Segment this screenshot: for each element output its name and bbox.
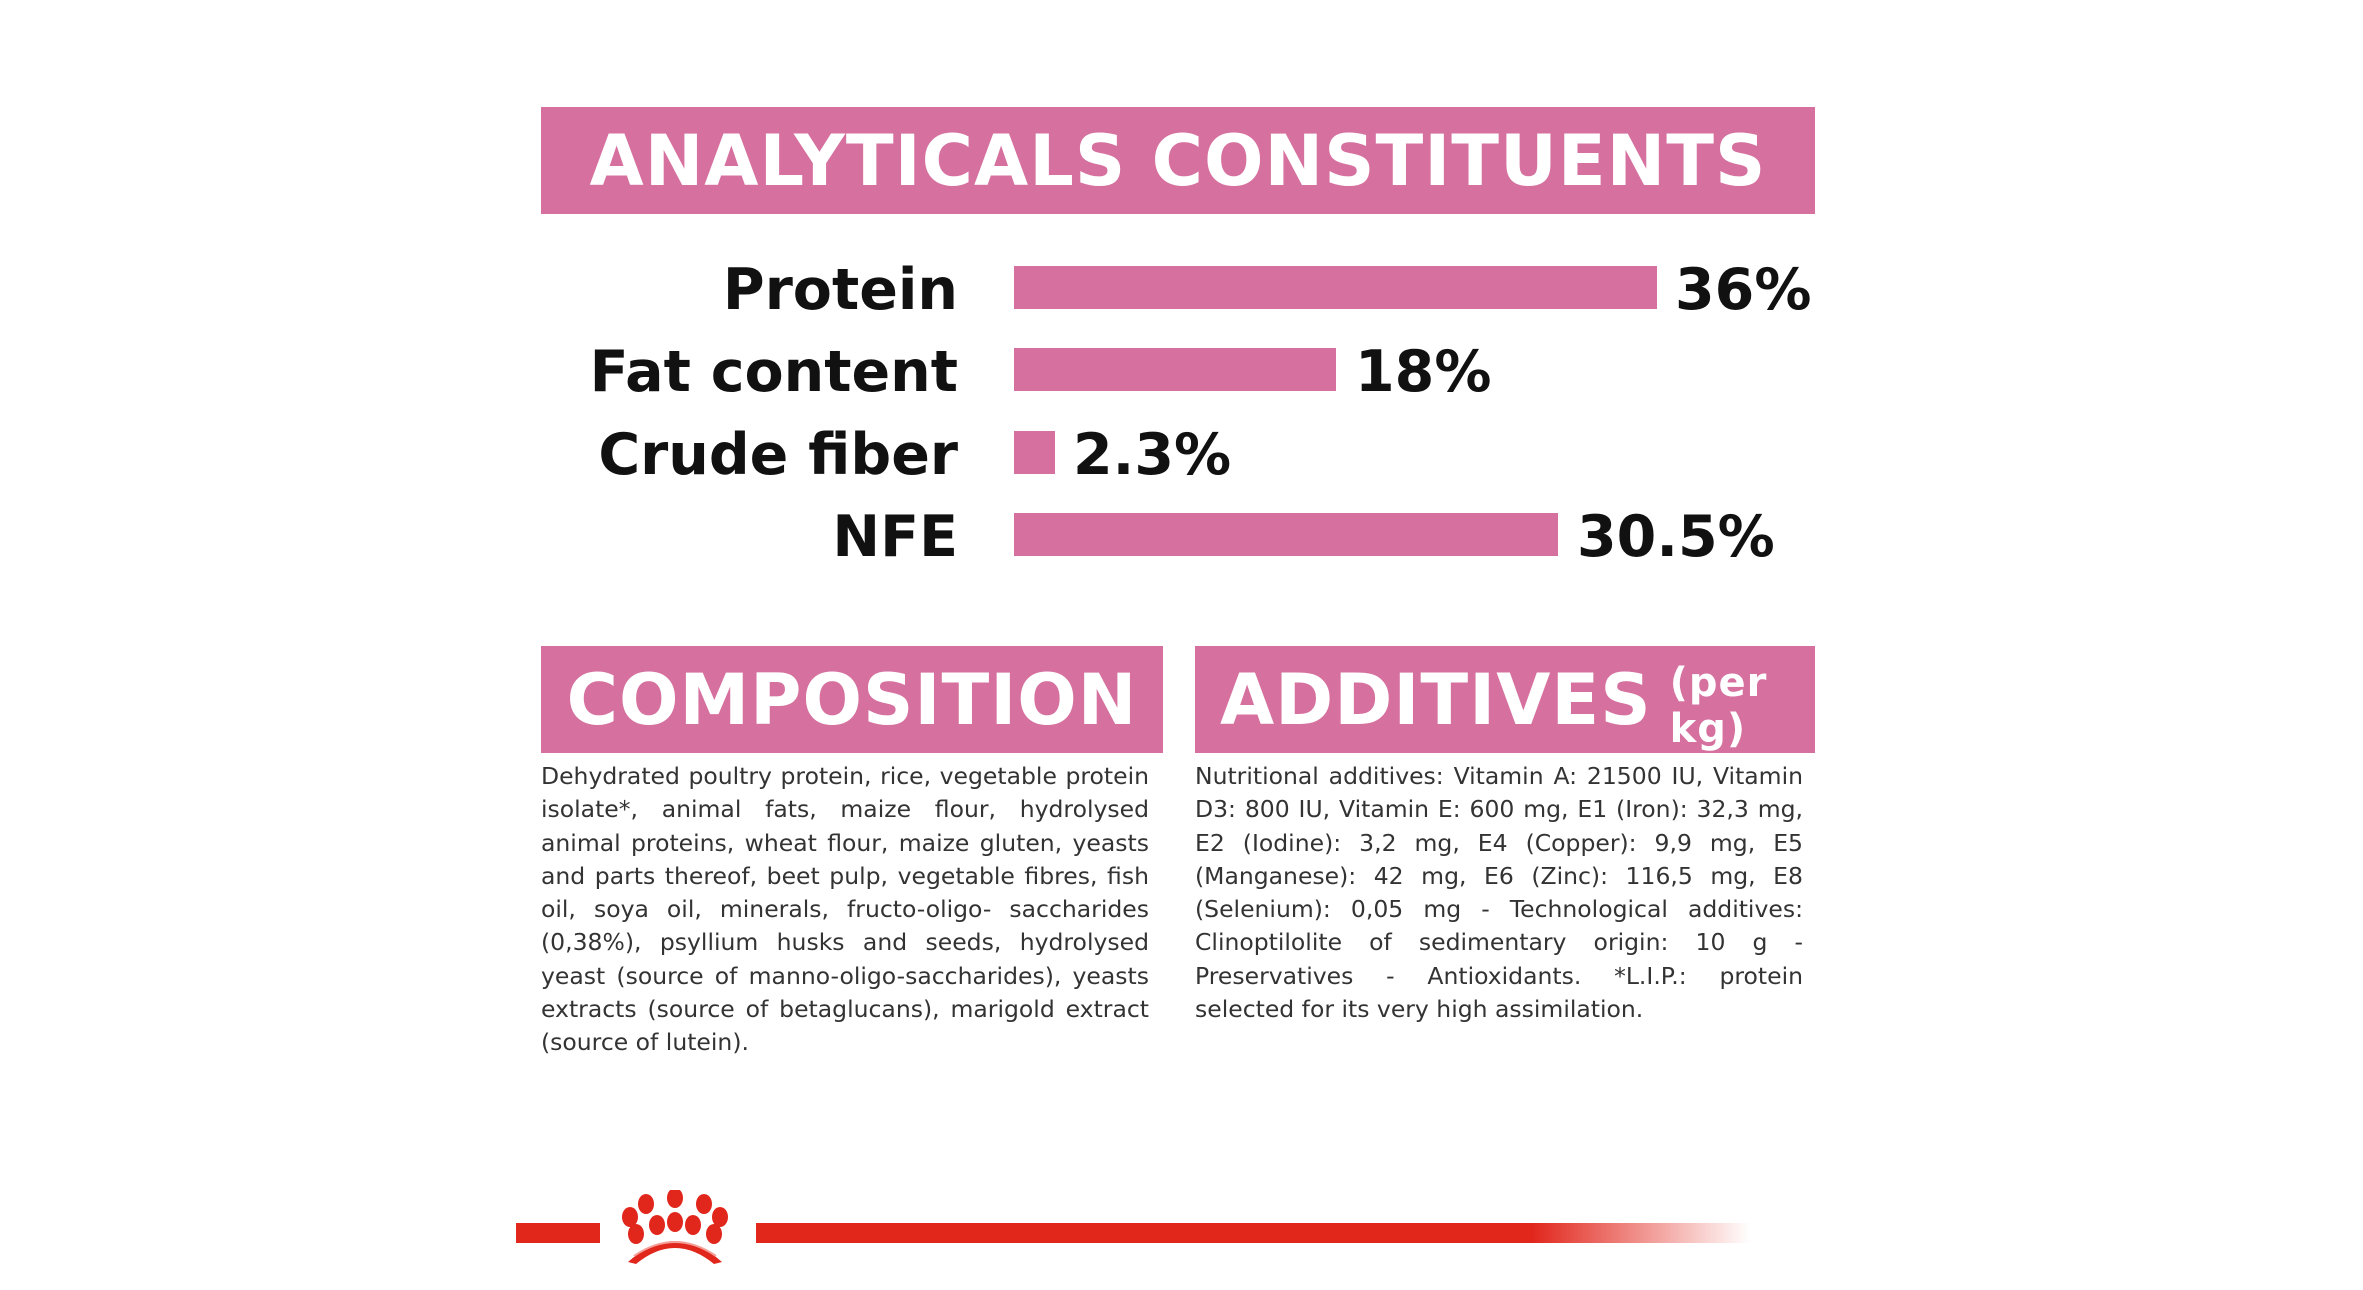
value-label: 36%	[1675, 257, 1812, 323]
crown-logo-icon	[600, 1188, 750, 1270]
additives-title-banner: ADDITIVES (per kg)	[1195, 646, 1815, 753]
additives-subtitle: (per kg)	[1669, 659, 1768, 752]
analytics-title-banner: ANALYTICALS CONSTITUENTS	[541, 107, 1815, 214]
additives-title: ADDITIVES	[1220, 658, 1652, 741]
footer-red-bar-right	[756, 1223, 1750, 1243]
bar-fat-content	[1014, 348, 1336, 391]
row-label: Fat content	[589, 339, 958, 405]
bar-protein	[1014, 266, 1657, 309]
row-label: NFE	[832, 504, 958, 570]
analytics-title: ANALYTICALS CONSTITUENTS	[589, 119, 1767, 202]
additives-text: Nutritional additives: Vitamin A: 21500 …	[1195, 762, 1803, 1024]
composition-title: COMPOSITION	[566, 658, 1138, 741]
footer-red-bar-left	[516, 1223, 600, 1243]
bar-nfe	[1014, 513, 1558, 556]
value-label: 30.5%	[1577, 504, 1775, 570]
composition-title-banner: COMPOSITION	[541, 646, 1163, 753]
bar-crude-fiber	[1014, 431, 1055, 474]
value-label: 2.3%	[1073, 422, 1232, 488]
row-label: Crude fiber	[598, 422, 958, 488]
value-label: 18%	[1355, 339, 1492, 405]
composition-text: Dehydrated poultry protein, rice, vegeta…	[541, 762, 1149, 1057]
row-label: Protein	[722, 257, 958, 323]
